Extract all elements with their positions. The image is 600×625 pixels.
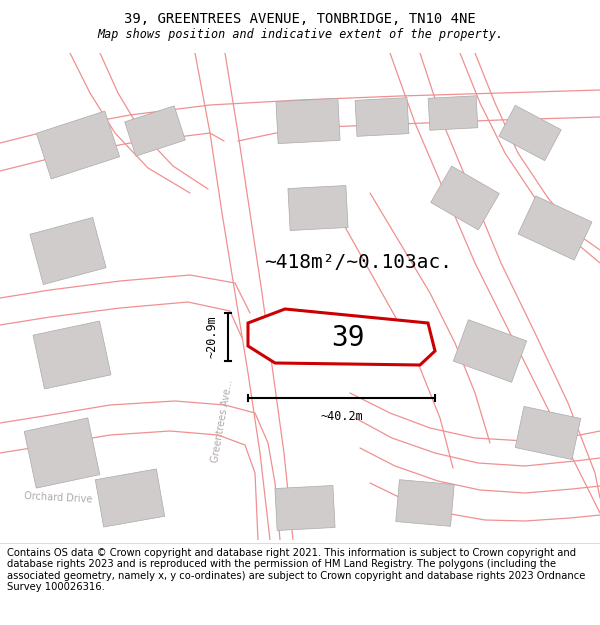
Text: Contains OS data © Crown copyright and database right 2021. This information is : Contains OS data © Crown copyright and d…: [7, 548, 586, 592]
Polygon shape: [396, 479, 454, 526]
Polygon shape: [454, 320, 527, 382]
Polygon shape: [33, 321, 111, 389]
Text: Greentrees Ave...: Greentrees Ave...: [210, 379, 234, 463]
Polygon shape: [288, 186, 348, 231]
Polygon shape: [499, 106, 561, 161]
Polygon shape: [248, 309, 435, 365]
Polygon shape: [431, 166, 499, 230]
Polygon shape: [95, 469, 164, 527]
Polygon shape: [355, 98, 409, 136]
Polygon shape: [276, 98, 340, 144]
Polygon shape: [37, 111, 119, 179]
Polygon shape: [275, 486, 335, 531]
Polygon shape: [428, 96, 478, 130]
Text: Map shows position and indicative extent of the property.: Map shows position and indicative extent…: [97, 28, 503, 41]
Polygon shape: [515, 406, 581, 459]
Polygon shape: [24, 418, 100, 488]
Polygon shape: [30, 217, 106, 284]
Text: 39: 39: [331, 324, 365, 352]
Polygon shape: [518, 196, 592, 260]
Polygon shape: [125, 106, 185, 156]
Text: 39, GREENTREES AVENUE, TONBRIDGE, TN10 4NE: 39, GREENTREES AVENUE, TONBRIDGE, TN10 4…: [124, 12, 476, 26]
Text: ~418m²/~0.103ac.: ~418m²/~0.103ac.: [264, 254, 452, 272]
Text: ~20.9m: ~20.9m: [205, 316, 218, 358]
Text: ~40.2m: ~40.2m: [320, 409, 363, 422]
Text: Orchard Drive: Orchard Drive: [23, 491, 92, 505]
